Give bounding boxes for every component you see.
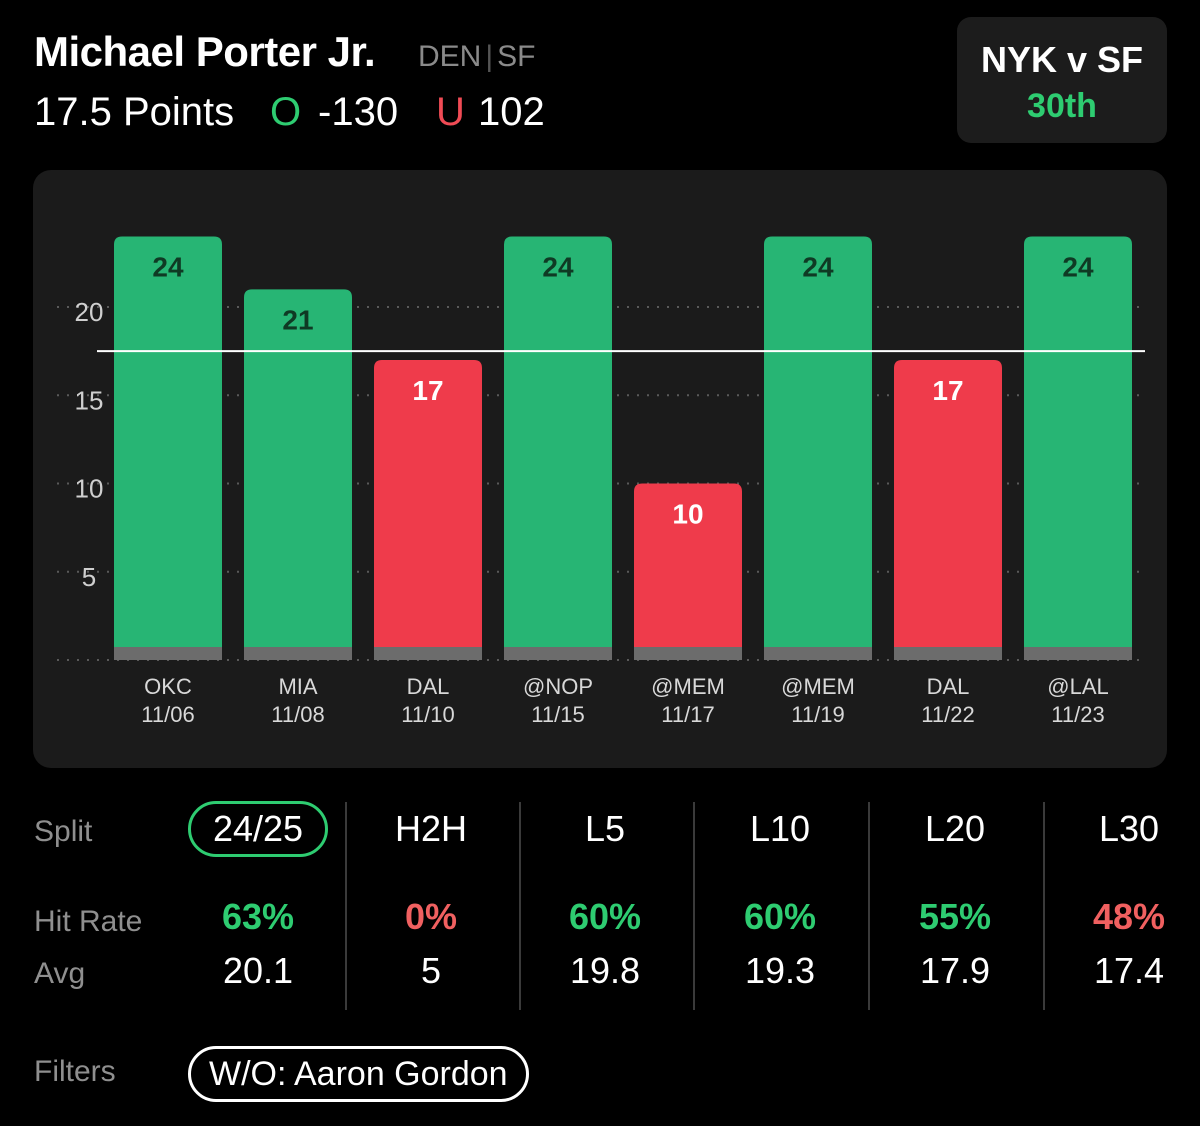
under-odds[interactable]: 102: [478, 90, 545, 134]
split-column[interactable]: L10 60% 19.3: [695, 800, 865, 992]
team-abbrev: DEN: [418, 40, 482, 73]
x-tick-date: 11/10: [401, 702, 454, 727]
x-tick-date: 11/08: [271, 702, 324, 727]
y-tick-label: 15: [75, 385, 104, 415]
hit-rate-value: 55%: [918, 896, 992, 937]
split-column[interactable]: L30 48% 17.4: [1044, 800, 1200, 992]
bar-value-label: 24: [542, 251, 574, 282]
bar-base: [1024, 647, 1132, 660]
bar-value-label: 24: [152, 251, 184, 282]
bar-value-label: 10: [672, 499, 703, 530]
over-symbol: O: [270, 90, 302, 134]
x-tick-date: 11/22: [921, 702, 974, 727]
x-tick-opponent: DAL: [927, 674, 970, 699]
bar-base: [634, 647, 742, 660]
avg-value: 17.4: [1093, 950, 1165, 991]
position-abbrev: SF: [497, 40, 536, 73]
team-separator: |: [485, 40, 494, 73]
bar: [1024, 236, 1132, 660]
y-tick-label: 5: [82, 562, 96, 592]
column-divider: [1043, 802, 1045, 1010]
bar: [894, 360, 1002, 660]
column-divider: [519, 802, 521, 1010]
team-position: DEN | SF: [418, 40, 535, 74]
avg-value: 19.3: [744, 950, 816, 991]
x-tick-date: 11/17: [661, 702, 714, 727]
avg-value: 5: [420, 950, 442, 991]
split-column[interactable]: H2H 0% 5: [346, 800, 516, 992]
y-tick-label: 20: [75, 297, 104, 327]
split-column[interactable]: L5 60% 19.8: [520, 800, 690, 992]
column-divider: [693, 802, 695, 1010]
x-tick-date: 11/15: [531, 702, 584, 727]
split-tab[interactable]: L30: [1044, 800, 1200, 858]
matchup-title: NYK v SF: [980, 39, 1144, 80]
hit-rate-value: 63%: [221, 896, 295, 937]
bar-value-label: 17: [932, 375, 963, 406]
matchup-card[interactable]: NYK v SF 30th: [957, 17, 1167, 143]
x-tick-date: 11/19: [791, 702, 844, 727]
split-tab[interactable]: L20: [870, 800, 1040, 858]
filter-chip-without-player[interactable]: W/O: Aaron Gordon: [188, 1046, 529, 1102]
x-tick-opponent: DAL: [407, 674, 450, 699]
x-tick-date: 11/06: [141, 702, 194, 727]
x-tick-opponent: OKC: [144, 674, 192, 699]
bar-value-label: 24: [1062, 251, 1094, 282]
bar: [114, 236, 222, 660]
bar: [634, 483, 742, 660]
hit-rate-row-label: Hit Rate: [34, 905, 143, 938]
under-symbol: U: [436, 90, 465, 134]
bar: [764, 236, 872, 660]
bar: [244, 289, 352, 660]
avg-value: 19.8: [569, 950, 641, 991]
x-tick-opponent: @NOP: [523, 674, 593, 699]
split-tab-label: H2H: [394, 808, 468, 849]
x-tick-opponent: @MEM: [651, 674, 725, 699]
avg-value: 20.1: [222, 950, 294, 991]
hit-rate-value: 60%: [743, 896, 817, 937]
bar-value-label: 21: [282, 304, 313, 335]
x-tick-opponent: @MEM: [781, 674, 855, 699]
split-tab[interactable]: H2H: [346, 800, 516, 858]
split-tab-selected[interactable]: 24/25: [173, 800, 343, 858]
hit-rate-value: 60%: [568, 896, 642, 937]
split-tab-label: L20: [924, 808, 986, 849]
split-tab[interactable]: L5: [520, 800, 690, 858]
bar-base: [894, 647, 1002, 660]
bar: [374, 360, 482, 660]
player-name: Michael Porter Jr.: [34, 28, 376, 75]
x-tick-date: 11/23: [1051, 702, 1104, 727]
hit-rate-value: 48%: [1092, 896, 1166, 937]
split-row-label: Split: [34, 815, 93, 848]
game-log-chart: 5 10 15 20 24 OKC 11/06 21 MIA 11/08 17 DAL 11/10 24 @…: [33, 170, 1167, 768]
chart-svg: 5 10 15 20 24 OKC 11/06 21 MIA 11/08 17 DAL 11/10 24 @…: [57, 236, 1145, 727]
filters-label: Filters: [34, 1055, 116, 1088]
split-tab-label: 24/25: [187, 801, 329, 857]
split-column[interactable]: L20 55% 17.9: [870, 800, 1040, 992]
split-tab-label: L10: [749, 808, 811, 849]
prop-line-label: 17.5 Points: [34, 90, 235, 134]
split-column[interactable]: 24/25 63% 20.1: [173, 800, 343, 992]
x-tick-opponent: MIA: [278, 674, 317, 699]
bar-value-label: 17: [412, 375, 443, 406]
bar-base: [244, 647, 352, 660]
bar-base: [374, 647, 482, 660]
column-divider: [345, 802, 347, 1010]
column-divider: [868, 802, 870, 1010]
x-tick-opponent: @LAL: [1047, 674, 1108, 699]
bar-base: [504, 647, 612, 660]
split-tab-label: L5: [584, 808, 626, 849]
bar-base: [114, 647, 222, 660]
matchup-rank: 30th: [1027, 87, 1097, 125]
split-tab[interactable]: L10: [695, 800, 865, 858]
avg-row-label: Avg: [34, 957, 86, 990]
avg-value: 17.9: [919, 950, 991, 991]
hit-rate-value: 0%: [404, 896, 458, 937]
over-odds[interactable]: -130: [318, 90, 399, 134]
split-tab-label: L30: [1098, 808, 1160, 849]
bar: [504, 236, 612, 660]
y-tick-label: 10: [75, 474, 104, 504]
bar-base: [764, 647, 872, 660]
bar-value-label: 24: [802, 251, 834, 282]
